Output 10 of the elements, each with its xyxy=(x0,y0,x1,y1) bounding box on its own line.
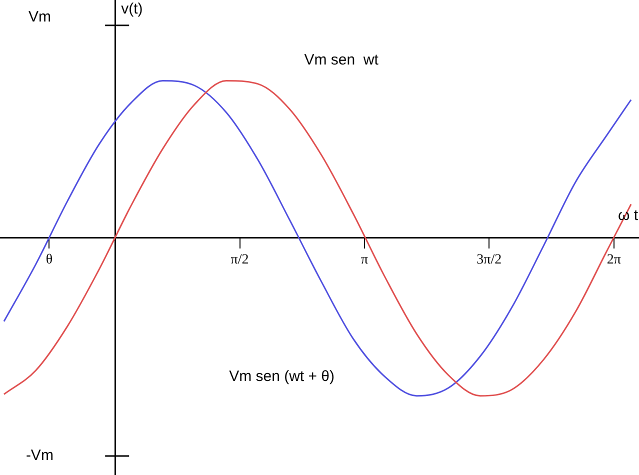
y-axis-title: v(t) xyxy=(121,0,143,18)
text: Vm sen wt xyxy=(304,51,380,68)
x-tick-label: π xyxy=(360,252,368,268)
x-tick-label: π/2 xyxy=(230,252,249,268)
text: -Vm xyxy=(26,447,54,464)
annotation: Vm sen (wt + θ) xyxy=(229,368,335,385)
x-tick-label: θ xyxy=(46,252,53,268)
x-tick-label: 3π/2 xyxy=(476,252,502,268)
text: Vm xyxy=(28,8,51,26)
x-tick-label: 2π xyxy=(606,252,621,268)
